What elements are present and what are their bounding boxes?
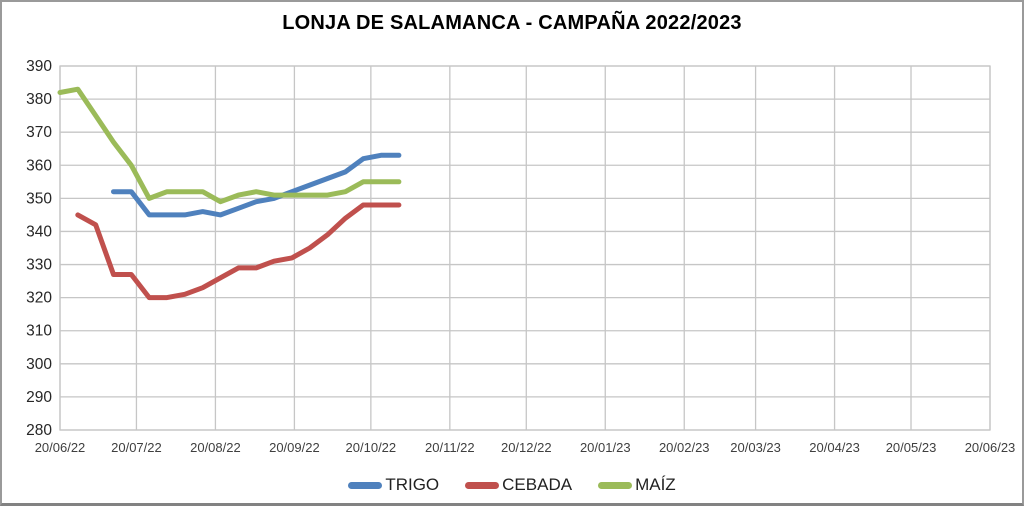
y-tick-label: 370 [26, 124, 52, 141]
y-tick-label: 290 [26, 389, 52, 406]
y-tick-label: 350 [26, 190, 52, 207]
y-tick-label: 320 [26, 290, 52, 307]
x-tick-label: 20/04/23 [809, 440, 860, 455]
x-tick-label: 20/07/22 [111, 440, 162, 455]
series-line-trigo [111, 152, 402, 218]
y-tick-label: 360 [26, 157, 52, 174]
x-tick-label: 20/10/22 [346, 440, 397, 455]
x-tick-label: 20/09/22 [269, 440, 320, 455]
y-tick-label: 390 [26, 58, 52, 75]
legend-label-cebada: CEBADA [502, 475, 573, 494]
cebada-line-swatch [465, 481, 500, 489]
y-tick-label: 300 [26, 356, 52, 373]
y-tick-label: 310 [26, 323, 52, 340]
x-tick-label: 20/03/23 [730, 440, 781, 455]
y-tick-label: 280 [26, 422, 52, 439]
x-tick-label: 20/06/22 [35, 440, 86, 455]
maiz-line-swatch [598, 481, 633, 489]
y-tick-label: 380 [26, 91, 52, 108]
series-line-maiz [57, 86, 402, 205]
x-tick-label: 20/12/22 [501, 440, 552, 455]
legend-item-cebada: CEBADA [465, 475, 572, 495]
y-tick-label: 330 [26, 257, 52, 274]
x-tick-label: 20/05/23 [886, 440, 937, 455]
x-tick-label: 20/08/22 [190, 440, 241, 455]
plot-border [59, 65, 991, 431]
x-tick-label: 20/11/22 [425, 440, 475, 455]
y-tick-label: 340 [26, 223, 52, 240]
x-tick-label: 20/01/23 [580, 440, 631, 455]
legend-item-maiz: MAÍZ [598, 475, 676, 495]
chart-title: LONJA DE SALAMANCA - CAMPAÑA 2022/2023 [282, 12, 742, 34]
series-line-cebada [75, 202, 402, 301]
legend-item-trigo: TRIGO [348, 475, 439, 495]
trigo-line-swatch [348, 481, 383, 489]
x-tick-label: 20/02/23 [659, 440, 710, 455]
legend-label-trigo: TRIGO [385, 475, 440, 494]
x-tick-label: 20/06/23 [965, 440, 1016, 455]
legend-label-maiz: MAÍZ [635, 475, 676, 494]
chart-legend: TRIGO CEBADA MAÍZ [0, 470, 1024, 500]
